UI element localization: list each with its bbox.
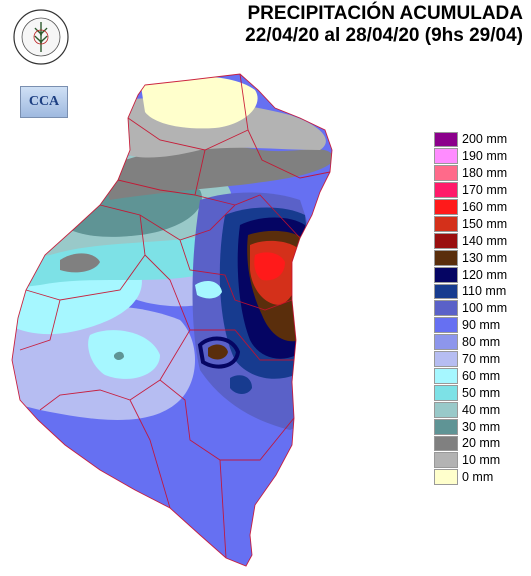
legend-swatch xyxy=(434,215,458,232)
band-130mm-spot xyxy=(208,344,228,360)
legend-row: 110 mm xyxy=(434,283,506,300)
legend-swatch xyxy=(434,435,458,452)
legend-swatch xyxy=(434,401,458,418)
legend-label: 30 mm xyxy=(462,419,501,434)
legend-row: 30 mm xyxy=(434,418,500,435)
legend-swatch xyxy=(434,131,458,148)
legend-swatch xyxy=(434,300,458,317)
department-border xyxy=(179,239,293,311)
legend-row: 0 mm xyxy=(434,469,493,486)
legend-label: 80 mm xyxy=(462,335,501,350)
band-60mm-center xyxy=(88,330,160,379)
legend-label: 190 mm xyxy=(462,149,508,164)
legend-row: 160 mm xyxy=(434,199,507,216)
department-border xyxy=(159,379,295,461)
legend-swatch xyxy=(434,165,458,182)
band-160mm-core xyxy=(254,252,285,281)
department-border xyxy=(219,459,227,559)
legend-row: 190 mm xyxy=(434,148,507,165)
legend-row: 120 mm xyxy=(434,266,507,283)
department-border xyxy=(239,73,331,179)
legend-row: 200 mm xyxy=(434,131,507,148)
legend-swatch xyxy=(434,266,458,283)
legend-label: 160 mm xyxy=(462,200,508,214)
department-border xyxy=(11,73,333,567)
legend-swatch xyxy=(434,283,458,300)
legend-row: 10 mm xyxy=(434,452,500,469)
legend-swatch xyxy=(434,148,458,165)
band-120mm-ring xyxy=(197,336,241,369)
legend-label: 90 mm xyxy=(462,318,501,333)
legend-label: 120 mm xyxy=(462,267,508,282)
legend-label: 140 mm xyxy=(462,233,508,248)
legend-row: 80 mm xyxy=(434,334,500,351)
legend-swatch xyxy=(434,334,458,351)
legend-swatch xyxy=(434,199,458,215)
legend-row: 180 mm xyxy=(434,165,507,182)
legend-label: 0 mm xyxy=(462,470,494,485)
legend-swatch xyxy=(434,452,458,469)
legend-row: 70 mm xyxy=(434,351,500,368)
band-60mm-blob xyxy=(195,280,222,299)
legend-row: 90 mm xyxy=(434,317,500,334)
legend-label: 40 mm xyxy=(462,402,501,417)
legend-label: 200 mm xyxy=(462,132,508,147)
legend-row: 20 mm xyxy=(434,435,500,452)
legend-row: 60 mm xyxy=(434,367,500,384)
legend-swatch xyxy=(434,249,458,266)
legend-row: 150 mm xyxy=(434,215,507,232)
legend-swatch xyxy=(434,232,458,249)
legend-label: 130 mm xyxy=(462,250,508,265)
legend-row: 130 mm xyxy=(434,249,507,266)
cca-badge-logo: CCA xyxy=(20,86,68,118)
legend-label: 10 mm xyxy=(462,453,501,468)
legend-swatch xyxy=(434,469,458,486)
legend-label: 60 mm xyxy=(462,368,501,383)
map-title: PRECIPITACIÓN ACUMULADA 22/04/20 al 28/0… xyxy=(245,3,523,47)
bolsa-cereales-seal-logo xyxy=(13,9,69,65)
legend-label: 150 mm xyxy=(462,216,508,231)
legend-label: 180 mm xyxy=(462,166,508,181)
department-border xyxy=(39,254,191,411)
band-20mm xyxy=(100,146,332,200)
department-border xyxy=(129,399,171,509)
title-line-2: 22/04/20 al 28/04/20 (9hs 29/04) xyxy=(245,25,523,46)
legend-label: 50 mm xyxy=(462,385,501,400)
legend-label: 170 mm xyxy=(462,183,508,198)
legend-row: 140 mm xyxy=(434,232,507,249)
legend-row: 50 mm xyxy=(434,384,500,401)
legend-label: 100 mm xyxy=(462,301,508,316)
department-border xyxy=(190,329,294,361)
legend-label: 20 mm xyxy=(462,436,501,451)
department-border xyxy=(19,299,61,351)
legend-swatch xyxy=(434,367,458,384)
legend-swatch xyxy=(434,384,458,401)
legend-swatch xyxy=(434,418,458,435)
legend-swatch xyxy=(434,351,458,367)
legend-row: 170 mm xyxy=(434,182,507,199)
legend-swatch xyxy=(434,317,458,334)
department-border xyxy=(117,179,196,196)
title-line-1: PRECIPITACIÓN ACUMULADA xyxy=(247,3,524,24)
precipitation-legend: 200 mm 190 mm 180 mm 170 mm 160 mm 150 mm 140 … xyxy=(434,131,507,486)
legend-label: 70 mm xyxy=(462,352,501,367)
legend-label: 110 mm xyxy=(462,284,507,299)
legend-swatch xyxy=(434,182,458,199)
band-110mm-spot xyxy=(230,375,252,394)
band-0mm xyxy=(140,76,258,129)
band-20mm-west xyxy=(60,253,100,273)
legend-row: 100 mm xyxy=(434,300,507,317)
legend-row: 40 mm xyxy=(434,401,500,418)
department-border xyxy=(25,214,146,301)
department-border xyxy=(127,117,249,151)
band-30mm-spot xyxy=(114,351,124,360)
